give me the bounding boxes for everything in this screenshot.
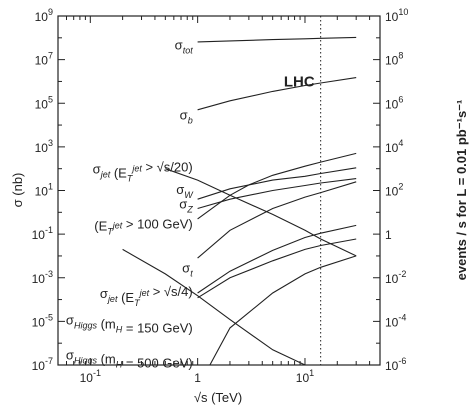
y2-tick-label: 1 xyxy=(385,228,392,242)
y-tick-label: 101 xyxy=(35,182,53,199)
x-axis-label: √s (TeV) xyxy=(194,390,242,405)
tick-labels: 10-1 1 101 109 107 105 103 101 10-1 10-3 10-5 10-7 1… xyxy=(32,7,409,385)
series-line-1 xyxy=(197,36,357,43)
y-tick-label: 10-5 xyxy=(32,312,53,329)
series-line-4 xyxy=(165,168,357,257)
annotation-z: σZ xyxy=(179,197,193,215)
series-line-11 xyxy=(209,255,357,366)
y2-tick-label: 10-2 xyxy=(385,269,406,286)
x-tick-label: 101 xyxy=(296,368,314,385)
y2-axis-label: events / s for L = 0.01 pb⁻¹s⁻¹ xyxy=(454,100,469,281)
annotation-h150: σHiggs (mH = 150 GeV) xyxy=(66,313,193,336)
y2-tick-label: 104 xyxy=(385,138,403,155)
y-tick-label: 10-1 xyxy=(32,225,53,242)
annotation-jet20: σjet (ETjet > √s/20) xyxy=(93,160,193,184)
ticks xyxy=(57,15,381,366)
y-tick-label: 10-7 xyxy=(32,356,53,373)
y-tick-label: 109 xyxy=(35,7,53,24)
y-tick-label: 107 xyxy=(35,51,53,68)
series-line-7 xyxy=(197,181,357,259)
series-lines xyxy=(122,36,357,366)
y-tick-label: 105 xyxy=(35,94,53,111)
series-line-6 xyxy=(197,178,357,210)
lhc-label: LHC xyxy=(284,73,315,90)
x-tick-label: 10-1 xyxy=(80,368,101,385)
y2-tick-label: 1010 xyxy=(385,7,408,24)
annotation-t: σt xyxy=(182,260,193,278)
series-line-8 xyxy=(197,224,357,294)
series-line-2 xyxy=(197,77,357,111)
y-tick-label: 10-3 xyxy=(32,269,53,286)
series-line-9 xyxy=(197,238,357,299)
y-tick-label: 103 xyxy=(35,138,53,155)
y2-tick-label: 106 xyxy=(385,94,403,111)
series-line-10 xyxy=(122,248,357,366)
annotation-et100: (ETjet > 100 GeV) xyxy=(94,216,192,236)
y2-tick-label: 108 xyxy=(385,51,403,68)
annotation-tot: σtot xyxy=(175,37,194,55)
annotation-jet4: σjet (ETjet > √s/4) xyxy=(100,284,193,308)
y2-tick-label: 10-6 xyxy=(385,356,406,373)
y-axis-label: σ (nb) xyxy=(10,173,25,208)
series-line-3 xyxy=(197,152,357,220)
y2-tick-label: 102 xyxy=(385,182,403,199)
y2-tick-label: 10-4 xyxy=(385,312,406,329)
annotation-w: σW xyxy=(176,182,194,200)
x-tick-label: 1 xyxy=(194,371,201,385)
series-line-5 xyxy=(197,167,357,200)
annotation-b: σb xyxy=(180,108,193,126)
annotation-h500: σHiggs (mH = 500 GeV) xyxy=(66,348,193,371)
